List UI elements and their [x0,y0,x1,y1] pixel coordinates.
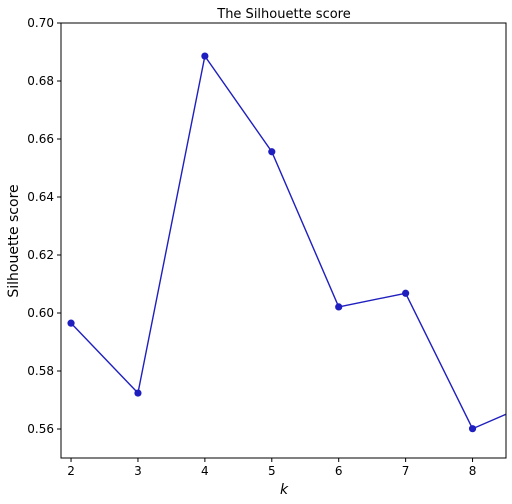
data-point-k-8 [468,425,477,433]
chart-title: The Silhouette score [216,7,350,22]
y-axis-title: Silhouette score [6,184,22,297]
x-tick-label: 8 [469,464,477,478]
y-tick-label: 0.58 [27,364,54,378]
x-axis-title: k [280,482,289,498]
y-tick-label: 0.64 [27,190,54,204]
x-tick-label: 6 [335,464,343,478]
plot-frame [60,22,507,459]
x-tick-label: 5 [268,464,276,478]
x-tick-label: 7 [402,464,410,478]
y-tick-label: 0.60 [27,306,54,320]
y-axis: 0.56 0.58 0.60 0.62 0.64 0.66 0.68 0.70 [27,16,61,436]
data-point-k-3 [134,389,142,397]
plot-area [60,22,507,459]
series-group [67,52,506,433]
data-point-k-2 [67,319,75,327]
data-point-k-7 [402,289,410,297]
x-tick-label: 3 [134,464,142,478]
x-tick-label: 4 [201,464,209,478]
y-tick-label: 0.56 [27,422,54,436]
data-point-k-4 [201,52,209,60]
y-tick-label: 0.62 [27,248,54,262]
y-tick-label: 0.68 [27,74,54,88]
data-point-k-6 [335,303,343,311]
series-line [70,54,506,430]
data-point-k-5 [268,148,276,156]
y-tick-label: 0.70 [27,16,54,30]
x-tick-label: 2 [67,464,75,478]
y-tick-label: 0.66 [27,132,54,146]
x-axis: 2 3 4 5 6 7 8 [67,458,476,478]
